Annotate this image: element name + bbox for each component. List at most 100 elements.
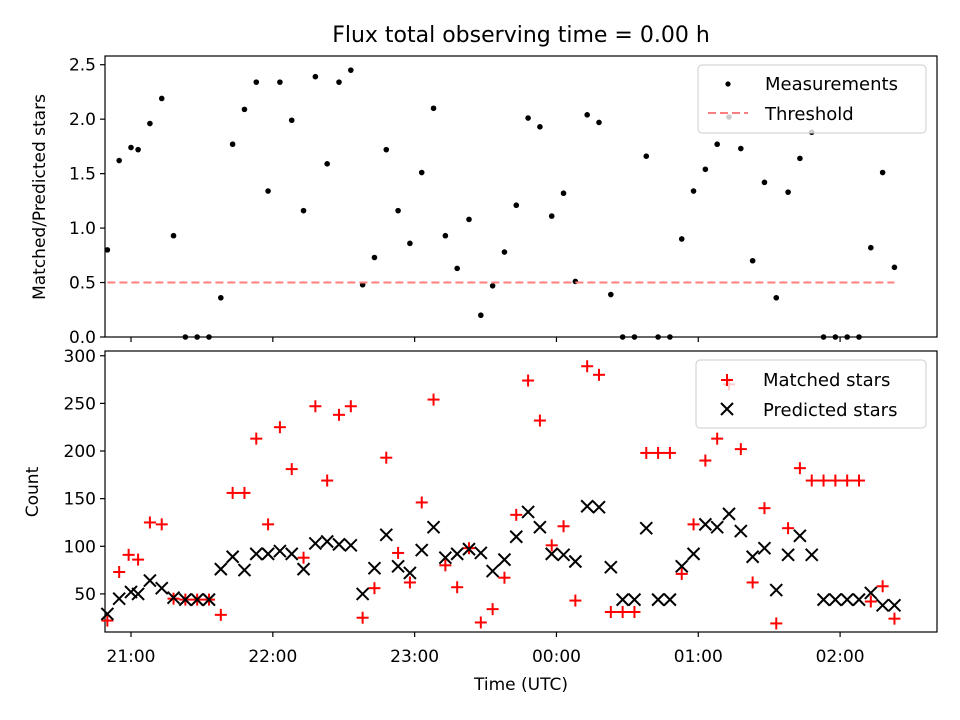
matched-stars-point (616, 605, 629, 618)
predicted-stars-point (403, 566, 417, 580)
measurement-point (206, 334, 212, 340)
matched-stars-point (155, 518, 168, 531)
measurement-point (128, 144, 134, 151)
chart-title: Flux total observing time = 0.00 h (332, 23, 710, 48)
y-tick-label: 300 (64, 347, 96, 367)
matched-stars-point (640, 446, 653, 459)
top-plot-frame (104, 55, 938, 338)
measurement-point (135, 146, 141, 153)
predicted-stars-point (580, 499, 594, 513)
matched-stars-point (853, 474, 865, 487)
y-tick-label: 1.5 (69, 165, 96, 185)
matched-stars-point (687, 518, 700, 531)
predicted-stars-point (379, 528, 393, 542)
legend-matched-marker (721, 374, 733, 386)
matched-stars-point (841, 474, 854, 487)
matched-stars-point (829, 474, 842, 487)
predicted-stars-point (202, 592, 216, 607)
predicted-stars-point (663, 592, 677, 607)
predicted-stars-point (155, 581, 169, 595)
bottom-x-axis: 21:00 22:00 23:00 00:00 01:00 02:00 (107, 632, 865, 667)
matched-stars-point (474, 616, 487, 629)
measurement-point (596, 119, 602, 126)
measurement-point (619, 334, 626, 340)
measurement-point (891, 264, 898, 271)
matched-stars-point (368, 582, 381, 595)
x-tick-label: 00:00 (532, 647, 581, 667)
measurement-point (655, 334, 661, 340)
predicted-stars-point (627, 592, 642, 607)
measurement-point (749, 257, 756, 264)
measurement-point (631, 334, 638, 340)
matched-stars-point (262, 518, 275, 531)
predicted-stars-point (190, 592, 204, 607)
matched-stars-point (782, 522, 795, 535)
matched-stars-point (403, 576, 416, 589)
matched-stars-point (101, 614, 114, 627)
top-legend-box (697, 64, 927, 134)
measurement-point (667, 334, 673, 340)
matched-stars-point (628, 605, 641, 618)
measurement-point (773, 294, 780, 301)
x-tick-label: 21:00 (107, 647, 156, 667)
measurement-point (336, 79, 342, 85)
measurement-point (690, 188, 697, 194)
predicted-stars-point (805, 548, 819, 562)
predicted-stars-point (166, 591, 181, 605)
predicted-stars-point (568, 554, 583, 569)
matched-stars-point (805, 474, 818, 487)
predicted-stars-point (710, 520, 724, 534)
measurement-point (466, 216, 472, 223)
y-tick-label: 2.0 (69, 110, 96, 130)
predicted-stars-point (497, 552, 512, 567)
measurement-point (300, 207, 307, 214)
predicted-stars-point (100, 607, 115, 621)
top-y-axis-label: Matched/Predicted stars (30, 94, 50, 300)
measurement-point (116, 157, 122, 164)
legend-threshold-label: Threshold (764, 104, 854, 125)
predicted-stars-point (225, 550, 240, 564)
predicted-stars-point (757, 541, 772, 555)
measurement-point (643, 153, 650, 160)
measurement-point (678, 236, 685, 242)
predicted-stars-point (415, 543, 429, 557)
y-tick-label: 50 (74, 585, 96, 605)
y-tick-label: 150 (64, 490, 96, 510)
matched-stars-point (380, 451, 393, 464)
bottom-y-axis: 50 100 150 200 250 300 (64, 347, 105, 605)
matched-stars-point (273, 421, 286, 434)
measurement-point (584, 112, 590, 118)
predicted-stars-point (887, 598, 902, 613)
matched-stars-point (675, 567, 688, 580)
predicted-stars-point (875, 598, 890, 613)
measurement-point (229, 141, 236, 148)
predicted-stars-point (112, 591, 126, 606)
matched-stars-point (793, 462, 806, 475)
matched-stars-point (392, 546, 405, 559)
measurement-point (856, 334, 862, 340)
measurement-point (608, 291, 614, 298)
matched-stars-point (510, 508, 523, 521)
measurement-point (158, 95, 165, 102)
matched-stars-point (545, 539, 558, 552)
measurement-point (797, 155, 803, 162)
measurement-point (548, 213, 555, 219)
measurement-point (182, 334, 189, 340)
matched-stars-point (132, 553, 145, 566)
y-tick-label: 200 (64, 442, 96, 462)
matched-stars-point (604, 605, 617, 618)
predicted-stars-point (462, 542, 476, 556)
predicted-stars-point (864, 586, 878, 600)
matched-stars-point (522, 374, 535, 387)
measurement-point (761, 179, 768, 186)
predicted-stars-point (367, 561, 382, 575)
legend-predicted-label: Predicted stars (763, 400, 897, 421)
predicted-stars-point (485, 564, 500, 578)
matched-stars-point (113, 565, 126, 578)
matched-stars-point (143, 516, 156, 529)
measurement-point (147, 120, 153, 127)
x-tick-label: 02:00 (816, 647, 865, 667)
predicted-stars-point (474, 546, 488, 560)
predicted-stars-point (639, 521, 653, 535)
predicted-stars-point (438, 550, 453, 565)
